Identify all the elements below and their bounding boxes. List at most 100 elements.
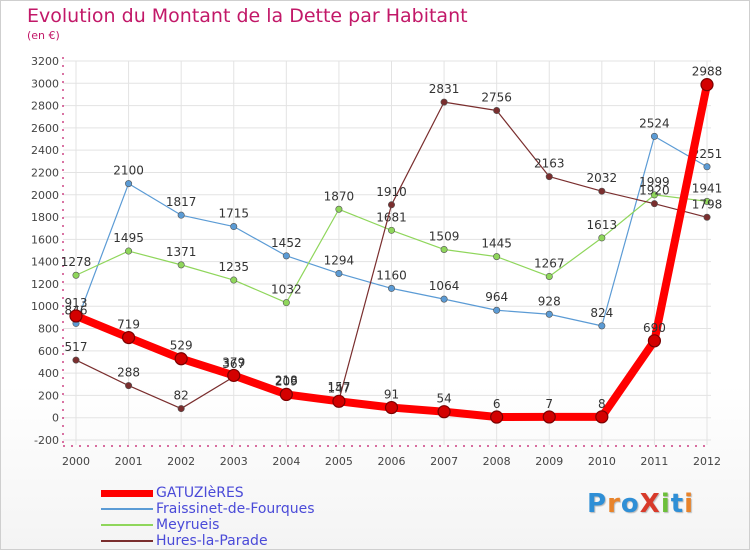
legend-swatch [101, 540, 153, 542]
data-label-fraissinet-de-fourques: 1160 [376, 268, 407, 282]
data-label-gatuzieres: 54 [436, 392, 451, 406]
legend-item-fraissinet-de-fourques: Fraissinet-de-Fourques [101, 501, 401, 517]
proxiti-logo: ProXiti [587, 489, 695, 519]
y-tick-label: 2200 [31, 166, 59, 179]
legend-swatch [101, 508, 153, 510]
data-label-hures-la-parade: 1920 [639, 184, 670, 198]
legend-swatch [101, 490, 153, 497]
data-label-gatuzieres: 529 [170, 339, 193, 353]
y-tick-label: 2400 [31, 144, 59, 157]
data-label-fraissinet-de-fourques: 2524 [639, 116, 670, 130]
data-label-gatuzieres: 7 [545, 397, 553, 411]
data-label-hures-la-parade: 517 [65, 340, 88, 354]
legend-item-hures-la-parade: Hures-la-Parade [101, 533, 401, 549]
data-point-hures-la-parade [650, 200, 658, 208]
legend-label: Meyrueis [156, 517, 220, 533]
data-label-meyrueis: 1445 [481, 237, 512, 251]
data-label-fraissinet-de-fourques: 928 [538, 294, 561, 308]
data-point-gatuzieres [647, 334, 662, 348]
data-label-gatuzieres: 379 [222, 355, 245, 369]
y-tick-label: 0 [52, 412, 59, 425]
y-tick-label: 2000 [31, 189, 59, 202]
x-tick-label: 2011 [640, 455, 668, 468]
y-tick-label: 800 [38, 323, 59, 336]
x-tick-label: 2004 [272, 455, 300, 468]
data-label-meyrueis: 1267 [534, 256, 565, 270]
data-point-hures-la-parade [125, 382, 133, 390]
data-point-meyrueis [598, 234, 606, 242]
data-point-fraissinet-de-fourques [440, 295, 448, 303]
legend-swatch [101, 524, 153, 526]
data-point-gatuzieres [542, 410, 556, 424]
data-label-meyrueis: 1681 [376, 210, 407, 224]
data-point-fraissinet-de-fourques [177, 211, 185, 219]
data-point-meyrueis [335, 205, 343, 213]
data-label-meyrueis: 1613 [587, 218, 618, 232]
data-point-hures-la-parade [387, 201, 395, 209]
y-tick-label: 1800 [31, 211, 59, 224]
data-label-hures-la-parade: 2032 [587, 171, 618, 185]
data-label-fraissinet-de-fourques: 2251 [692, 147, 723, 161]
data-label-gatuzieres: 147 [327, 381, 350, 395]
data-label-meyrueis: 1235 [218, 260, 249, 274]
x-tick-label: 2009 [535, 455, 563, 468]
data-label-meyrueis: 1495 [113, 231, 144, 245]
data-point-fraissinet-de-fourques [387, 284, 395, 292]
data-label-fraissinet-de-fourques: 824 [590, 306, 613, 320]
legend-label: GATUZIèRES [156, 485, 244, 501]
y-tick-label: 1200 [31, 278, 59, 291]
x-tick-label: 2002 [167, 455, 195, 468]
data-point-meyrueis [387, 226, 395, 234]
y-tick-label: 1000 [31, 300, 59, 313]
data-point-gatuzieres [279, 387, 293, 402]
y-tick-label: 2600 [31, 122, 59, 135]
data-label-hures-la-parade: 2831 [429, 82, 460, 96]
data-point-fraissinet-de-fourques [650, 132, 658, 140]
data-label-meyrueis: 1941 [692, 181, 723, 195]
data-label-fraissinet-de-fourques: 964 [485, 290, 508, 304]
data-label-hures-la-parade: 218 [275, 373, 298, 387]
y-tick-label: 1400 [31, 256, 59, 269]
data-point-meyrueis [230, 276, 238, 284]
data-label-gatuzieres: 91 [384, 388, 399, 402]
x-tick-label: 2005 [325, 455, 353, 468]
x-tick-label: 2003 [220, 455, 248, 468]
data-label-hures-la-parade: 288 [117, 366, 140, 380]
data-label-meyrueis: 1870 [324, 189, 355, 203]
data-label-gatuzieres: 719 [117, 318, 140, 332]
data-point-gatuzieres [332, 394, 346, 408]
data-label-hures-la-parade: 157 [327, 380, 350, 394]
data-point-fraissinet-de-fourques [598, 322, 606, 330]
data-point-meyrueis [125, 247, 133, 255]
data-point-hures-la-parade [177, 405, 185, 413]
data-point-hures-la-parade [440, 98, 448, 106]
data-point-gatuzieres [595, 410, 609, 424]
data-point-hures-la-parade [493, 106, 501, 114]
data-point-gatuzieres [490, 410, 504, 424]
data-label-meyrueis: 1371 [166, 245, 197, 259]
data-point-gatuzieres [384, 400, 399, 415]
data-point-gatuzieres [700, 78, 714, 92]
data-point-hures-la-parade [545, 173, 553, 181]
x-tick-label: 2007 [430, 455, 458, 468]
data-label-hures-la-parade: 1798 [692, 197, 723, 211]
data-point-meyrueis [545, 272, 553, 280]
x-tick-label: 2000 [62, 455, 90, 468]
data-point-meyrueis [703, 197, 711, 205]
data-point-gatuzieres [437, 405, 451, 419]
legend-label: Fraissinet-de-Fourques [156, 501, 315, 517]
data-point-gatuzieres [227, 368, 241, 383]
data-point-fraissinet-de-fourques [703, 163, 711, 171]
data-label-meyrueis: 1999 [639, 175, 670, 189]
y-tick-label: 400 [38, 367, 59, 380]
y-tick-label: 3200 [31, 55, 59, 68]
x-tick-label: 2010 [588, 455, 616, 468]
data-point-gatuzieres [121, 330, 136, 345]
data-label-fraissinet-de-fourques: 1294 [324, 253, 355, 267]
x-tick-label: 2008 [483, 455, 511, 468]
y-tick-label: -200 [34, 434, 59, 447]
data-point-fraissinet-de-fourques [282, 252, 290, 260]
y-tick-label: 3000 [31, 77, 59, 90]
data-label-gatuzieres: 690 [643, 321, 666, 335]
y-tick-label: 2800 [31, 100, 59, 113]
